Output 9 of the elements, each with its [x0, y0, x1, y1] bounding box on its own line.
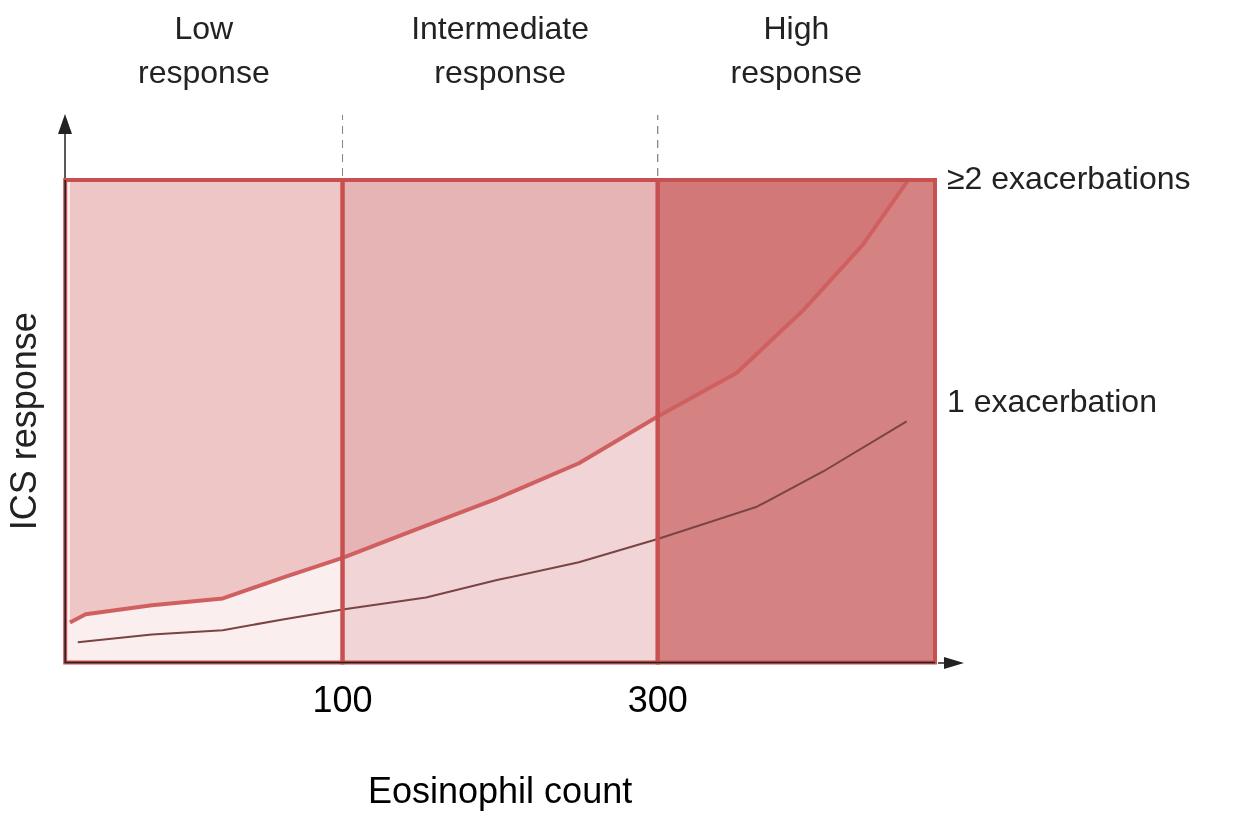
series-label: ≥2 exacerbations [947, 159, 1191, 196]
y-axis-title: ICS response [2, 312, 44, 531]
x-tick-label: 100 [312, 679, 373, 721]
x-tick-label: 300 [627, 679, 688, 721]
band-label: High response [730, 9, 863, 90]
band-label: Intermediate response [411, 9, 590, 90]
x-axis-title: Eosinophil count [368, 770, 633, 812]
band-label: Low response [138, 9, 270, 90]
series-label: 1 exacerbation [947, 383, 1157, 420]
